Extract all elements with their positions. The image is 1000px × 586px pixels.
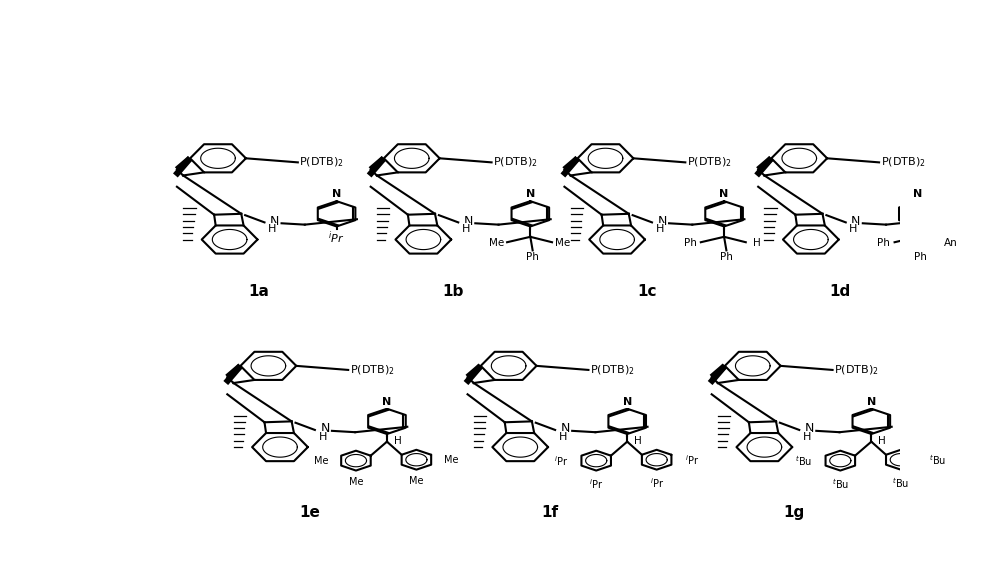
Text: N: N bbox=[867, 397, 876, 407]
Text: N: N bbox=[657, 214, 667, 227]
Text: 1e: 1e bbox=[299, 505, 320, 520]
Text: N: N bbox=[561, 422, 570, 435]
Text: N: N bbox=[623, 397, 632, 407]
Text: $^{t}$Bu: $^{t}$Bu bbox=[929, 453, 946, 466]
Text: N: N bbox=[332, 189, 341, 199]
Text: P(DTB)$_2$: P(DTB)$_2$ bbox=[493, 155, 538, 169]
Text: Me: Me bbox=[444, 455, 459, 465]
Text: H: H bbox=[634, 436, 642, 446]
Text: An: An bbox=[944, 238, 957, 248]
Text: $^{i}$Pr: $^{i}$Pr bbox=[328, 230, 345, 246]
Text: H: H bbox=[753, 238, 761, 248]
Text: Ph: Ph bbox=[914, 251, 927, 262]
Text: Ph: Ph bbox=[720, 251, 733, 262]
Text: 1a: 1a bbox=[249, 284, 270, 299]
Text: 1b: 1b bbox=[442, 284, 464, 299]
Text: N: N bbox=[464, 214, 473, 227]
Text: 1c: 1c bbox=[637, 284, 656, 299]
Text: Me: Me bbox=[409, 476, 424, 486]
Text: P(DTB)$_2$: P(DTB)$_2$ bbox=[881, 155, 925, 169]
Text: Ph: Ph bbox=[526, 251, 539, 262]
Text: $^{i}$Pr: $^{i}$Pr bbox=[650, 476, 664, 490]
Text: H: H bbox=[656, 224, 664, 234]
Text: P(DTB)$_2$: P(DTB)$_2$ bbox=[687, 155, 732, 169]
Text: H: H bbox=[268, 224, 276, 234]
Text: N: N bbox=[719, 189, 729, 199]
Text: P(DTB)$_2$: P(DTB)$_2$ bbox=[299, 155, 344, 169]
Text: H: H bbox=[559, 432, 567, 442]
Text: H: H bbox=[318, 432, 327, 442]
Text: N: N bbox=[270, 214, 279, 227]
Text: $^{i}$Pr: $^{i}$Pr bbox=[589, 477, 603, 490]
Text: Me: Me bbox=[314, 456, 328, 466]
Text: N: N bbox=[526, 189, 535, 199]
Text: N: N bbox=[805, 422, 814, 435]
Text: N: N bbox=[913, 189, 922, 199]
Text: Me: Me bbox=[349, 477, 363, 487]
Text: H: H bbox=[394, 436, 402, 446]
Text: Me: Me bbox=[555, 238, 570, 248]
Text: $^{i}$Pr: $^{i}$Pr bbox=[554, 454, 568, 468]
Text: P(DTB)$_2$: P(DTB)$_2$ bbox=[590, 363, 635, 377]
Text: H: H bbox=[803, 432, 811, 442]
Text: Me: Me bbox=[489, 238, 504, 248]
Text: H: H bbox=[462, 224, 470, 234]
Text: N: N bbox=[851, 214, 861, 227]
Text: 1g: 1g bbox=[783, 505, 804, 520]
Text: P(DTB)$_2$: P(DTB)$_2$ bbox=[350, 363, 394, 377]
Text: Ph: Ph bbox=[684, 238, 696, 248]
Text: $^{t}$Bu: $^{t}$Bu bbox=[832, 477, 849, 490]
Text: $^{i}$Pr: $^{i}$Pr bbox=[685, 453, 699, 466]
Text: P(DTB)$_2$: P(DTB)$_2$ bbox=[834, 363, 879, 377]
Text: H: H bbox=[878, 436, 886, 446]
Text: N: N bbox=[382, 397, 392, 407]
Text: $^{t}$Bu: $^{t}$Bu bbox=[892, 476, 909, 490]
Text: 1d: 1d bbox=[830, 284, 851, 299]
Text: N: N bbox=[320, 422, 330, 435]
Text: 1f: 1f bbox=[541, 505, 558, 520]
Text: Ph: Ph bbox=[877, 238, 890, 248]
Text: H: H bbox=[849, 224, 858, 234]
Text: $^{t}$Bu: $^{t}$Bu bbox=[795, 454, 812, 468]
